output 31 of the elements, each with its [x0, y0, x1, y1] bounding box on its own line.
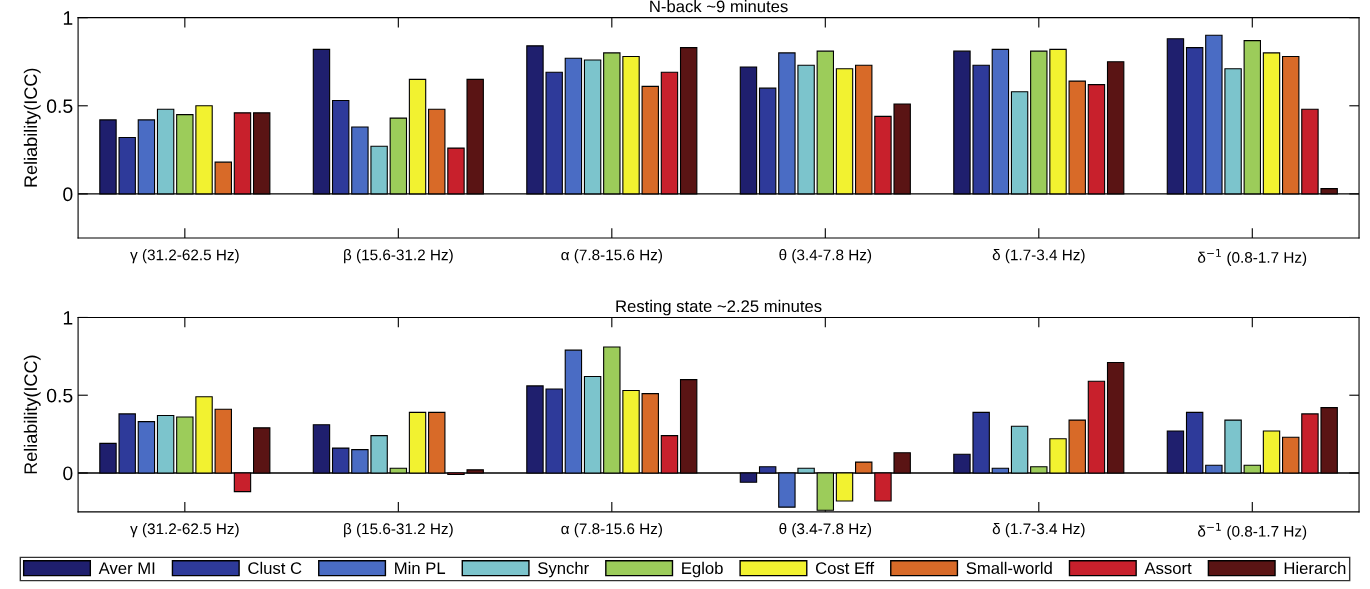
- y-tick-label: 0: [63, 187, 73, 202]
- x-tick-label: δ (1.7-3.4 Hz): [992, 522, 1085, 538]
- x-tick-label: θ (3.4-7.8 Hz): [779, 522, 872, 538]
- legend-label: Clust C: [248, 561, 302, 575]
- legend-label: Min PL: [395, 561, 446, 574]
- x-tick-label: θ (3.4-7.8 Hz): [779, 249, 872, 264]
- y-tick-label: 1: [63, 311, 73, 325]
- x-tick-label: α (7.8-15.6 Hz): [561, 522, 662, 538]
- legend-label: Small-world: [966, 561, 1052, 575]
- x-tick-label: β (15.6-31.2 Hz): [344, 249, 453, 264]
- y-tick-label: 0: [63, 466, 73, 481]
- x-tick-label: δ$^{−1}$ (0.8-1.7 Hz): [1198, 249, 1307, 266]
- x-tick-label: δ$^{−1}$ (0.8-1.7 Hz): [1198, 522, 1307, 540]
- x-tick-label: γ (31.2-62.5 Hz): [130, 249, 239, 264]
- chart-title: N-back ~9 minutes: [650, 0, 788, 13]
- y-axis-title: Reliability(ICC): [23, 355, 41, 474]
- legend-label: Cost Eff: [815, 561, 875, 575]
- x-tick-label: δ (1.7-3.4 Hz): [992, 249, 1085, 264]
- legend-label: Eglob: [682, 561, 723, 578]
- legend-label: Synchr: [538, 561, 589, 578]
- chart-title: Resting state ~2.25 minutes: [616, 299, 822, 316]
- x-tick-label: α (7.8-15.6 Hz): [561, 249, 662, 264]
- x-tick-label: γ (31.2-62.5 Hz): [130, 522, 239, 538]
- y-tick-label: 0.5: [46, 388, 73, 403]
- legend-label: Aver MI: [98, 562, 155, 575]
- y-tick-label: 1: [63, 11, 73, 25]
- y-axis-title: Reliability(ICC): [23, 68, 41, 187]
- y-tick-label: 0.5: [46, 99, 73, 114]
- x-tick-label: β (15.6-31.2 Hz): [344, 522, 453, 538]
- legend-label: Assort: [1144, 562, 1192, 575]
- legend-label: Hierarch: [1284, 561, 1346, 575]
